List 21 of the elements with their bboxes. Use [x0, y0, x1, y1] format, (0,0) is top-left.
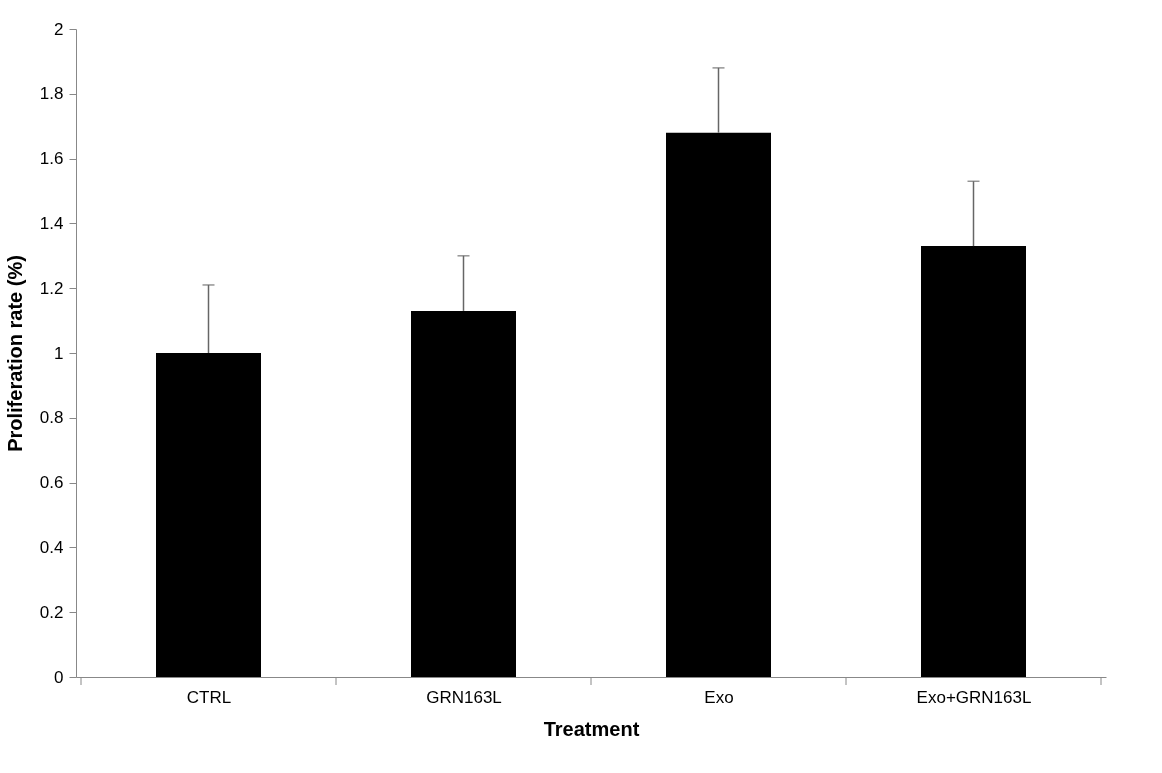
y-tick-label: 1.2: [39, 278, 64, 298]
x-tick-label: Exo+GRN163L: [916, 687, 1032, 707]
y-tick-label: 1.4: [39, 213, 64, 233]
y-tick-label: 1.8: [39, 84, 64, 104]
y-tick-label: 1: [54, 343, 64, 363]
bar: [156, 353, 261, 677]
y-tick-label: 0.8: [39, 408, 64, 428]
y-tick-label: 0.2: [39, 602, 64, 622]
x-tick-label: Exo: [704, 687, 734, 707]
bar: [411, 310, 516, 677]
bar: [666, 132, 771, 677]
y-tick-label: 2: [54, 19, 64, 39]
x-axis-title: Treatment: [543, 717, 640, 740]
y-axis-title: Proliferation rate (%): [3, 255, 26, 452]
y-tick-label: 0.4: [39, 537, 64, 557]
y-tick-label: 1.6: [39, 149, 64, 169]
y-tick-label: 0.6: [39, 473, 64, 493]
x-tick-label: CTRL: [186, 687, 232, 707]
bar: [921, 246, 1026, 677]
x-tick-label: GRN163L: [426, 687, 502, 707]
y-tick-label: 0: [54, 667, 64, 687]
